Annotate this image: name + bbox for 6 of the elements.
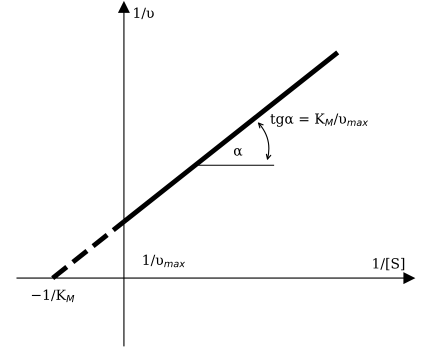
annotation: tgα = K$_{M}$/υ$_{max}$	[270, 114, 368, 127]
text: −1/K$_{M}$	[32, 290, 74, 302]
annotation: 1/υ$_{max}$	[143, 254, 186, 268]
annotation: α	[234, 148, 242, 156]
x-axis-title: 1/[S]	[373, 258, 404, 270]
y-axis-title: 1/υ	[134, 8, 154, 20]
